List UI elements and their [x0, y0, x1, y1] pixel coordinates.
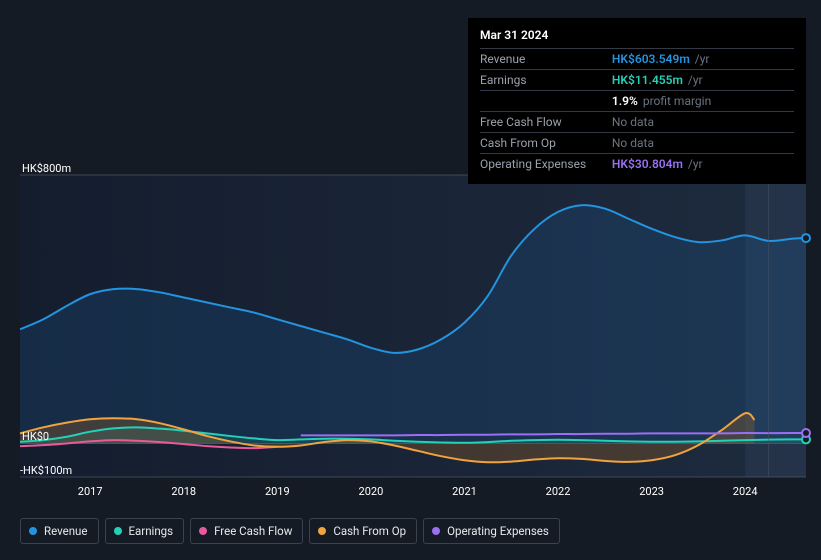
tooltip-row-key [480, 91, 612, 112]
tooltip-row-value: No data [612, 133, 794, 154]
legend-dot-icon [199, 527, 207, 535]
tooltip-row-value: 1.9% profit margin [612, 91, 794, 112]
x-axis-label: 2020 [359, 485, 384, 498]
x-axis-label: 2021 [452, 485, 477, 498]
tooltip-row-key: Revenue [480, 49, 612, 70]
tooltip-row-key: Earnings [480, 70, 612, 91]
y-axis-label: -HK$100m [20, 464, 72, 477]
legend-item-fcf[interactable]: Free Cash Flow [190, 518, 303, 544]
legend-item-earnings[interactable]: Earnings [105, 518, 185, 544]
tooltip-row-key: Free Cash Flow [480, 112, 612, 133]
tooltip-row: Operating ExpensesHK$30.804m /yr [480, 154, 794, 175]
legend-dot-icon [432, 527, 440, 535]
tooltip-row: Cash From OpNo data [480, 133, 794, 154]
legend-item-revenue[interactable]: Revenue [20, 518, 99, 544]
legend-dot-icon [318, 527, 326, 535]
x-axis-label: 2022 [546, 485, 571, 498]
x-axis-label: 2018 [171, 485, 196, 498]
legend-label: Earnings [129, 524, 174, 538]
x-axis-label: 2024 [733, 485, 758, 498]
x-axis-label: 2017 [78, 485, 103, 498]
tooltip-row-value: No data [612, 112, 794, 133]
chart-legend: Revenue Earnings Free Cash Flow Cash From O… [20, 518, 560, 544]
legend-label: Free Cash Flow [214, 524, 292, 538]
legend-item-cfo[interactable]: Cash From Op [309, 518, 417, 544]
legend-dot-icon [114, 527, 122, 535]
y-axis-label: HK$0 [22, 430, 49, 443]
tooltip-date: Mar 31 2024 [480, 26, 794, 48]
legend-label: Cash From Op [333, 524, 406, 538]
tooltip-row-value: HK$30.804m /yr [612, 154, 794, 175]
tooltip-row: EarningsHK$11.455m /yr [480, 70, 794, 91]
tooltip-row-value: HK$11.455m /yr [612, 70, 794, 91]
legend-dot-icon [29, 527, 37, 535]
x-axis-label: 2023 [639, 485, 664, 498]
legend-label: Revenue [44, 524, 88, 538]
tooltip-table: RevenueHK$603.549m /yrEarningsHK$11.455m… [480, 48, 794, 174]
y-axis-label: HK$800m [22, 162, 71, 175]
chart-tooltip: Mar 31 2024 RevenueHK$603.549m /yrEarnin… [468, 18, 806, 184]
tooltip-row: 1.9% profit margin [480, 91, 794, 112]
tooltip-row: RevenueHK$603.549m /yr [480, 49, 794, 70]
tooltip-row-key: Cash From Op [480, 133, 612, 154]
tooltip-row-key: Operating Expenses [480, 154, 612, 175]
x-axis-label: 2019 [265, 485, 290, 498]
legend-item-opex[interactable]: Operating Expenses [423, 518, 560, 544]
legend-label: Operating Expenses [447, 524, 549, 538]
tooltip-row: Free Cash FlowNo data [480, 112, 794, 133]
earnings-revenue-chart: Mar 31 2024 RevenueHK$603.549m /yrEarnin… [0, 0, 821, 560]
tooltip-row-value: HK$603.549m /yr [612, 49, 794, 70]
